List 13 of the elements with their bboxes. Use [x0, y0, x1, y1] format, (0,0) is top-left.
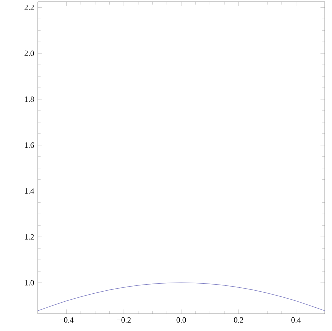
line-series: [38, 282, 325, 312]
y-tick-label: 2.0: [24, 50, 34, 56]
y-tick-label: 1.2: [25, 234, 34, 240]
x-tick-label: 0.0: [176, 318, 186, 323]
y-tick-label: 2.2: [24, 5, 34, 10]
y-tick-label: 1.6: [25, 142, 34, 148]
x-tick-label: −0.2: [117, 318, 131, 323]
x-tick-label: −0.4: [60, 318, 74, 323]
y-tick-label: 1.0: [25, 280, 34, 286]
y-tick-label: 1.4: [25, 188, 34, 194]
y-tick-label: 1.8: [25, 96, 34, 102]
x-tick-label: 0.2: [234, 318, 244, 323]
x-tick-label: 0.4: [292, 318, 302, 323]
